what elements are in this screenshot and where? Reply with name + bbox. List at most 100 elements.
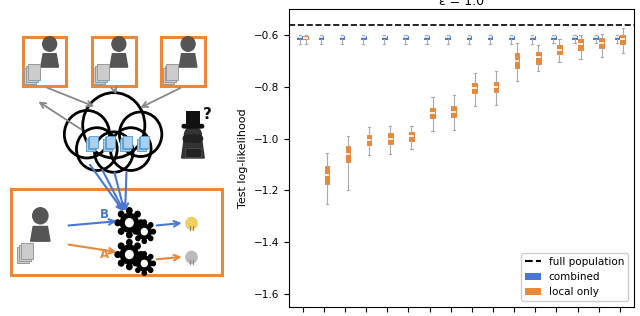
Circle shape — [43, 37, 56, 51]
Circle shape — [142, 252, 147, 256]
FancyBboxPatch shape — [166, 64, 179, 80]
Circle shape — [184, 126, 202, 144]
PathPatch shape — [346, 146, 350, 162]
Y-axis label: Test log-likelihood: Test log-likelihood — [237, 108, 248, 208]
Circle shape — [127, 264, 132, 270]
Circle shape — [142, 271, 147, 275]
Circle shape — [118, 243, 124, 249]
Circle shape — [142, 220, 147, 224]
PathPatch shape — [298, 36, 302, 40]
FancyBboxPatch shape — [105, 137, 113, 149]
PathPatch shape — [430, 108, 435, 118]
PathPatch shape — [578, 39, 583, 50]
PathPatch shape — [551, 36, 556, 40]
PathPatch shape — [367, 135, 371, 145]
PathPatch shape — [621, 35, 625, 44]
Polygon shape — [110, 54, 127, 67]
Circle shape — [83, 93, 145, 158]
PathPatch shape — [557, 45, 562, 54]
PathPatch shape — [424, 36, 429, 40]
FancyBboxPatch shape — [17, 247, 29, 264]
PathPatch shape — [593, 36, 598, 40]
FancyBboxPatch shape — [189, 223, 194, 230]
Polygon shape — [182, 142, 204, 158]
Circle shape — [148, 268, 153, 272]
FancyBboxPatch shape — [106, 136, 115, 148]
Text: B: B — [100, 208, 109, 221]
Circle shape — [115, 220, 120, 226]
FancyBboxPatch shape — [103, 139, 112, 150]
Circle shape — [133, 229, 138, 234]
Circle shape — [138, 220, 143, 226]
Circle shape — [136, 223, 140, 227]
Circle shape — [118, 228, 124, 234]
FancyBboxPatch shape — [123, 136, 132, 148]
Circle shape — [136, 236, 140, 240]
FancyBboxPatch shape — [93, 68, 105, 84]
Circle shape — [151, 261, 156, 266]
Circle shape — [125, 251, 133, 258]
Legend: full population, combined, local only: full population, combined, local only — [521, 252, 628, 301]
Circle shape — [77, 128, 117, 170]
FancyBboxPatch shape — [12, 189, 222, 275]
PathPatch shape — [319, 36, 323, 40]
PathPatch shape — [409, 132, 413, 141]
Circle shape — [65, 111, 109, 158]
FancyBboxPatch shape — [19, 245, 31, 261]
PathPatch shape — [388, 133, 392, 144]
PathPatch shape — [451, 106, 456, 117]
Circle shape — [142, 239, 147, 243]
Circle shape — [151, 229, 156, 234]
Circle shape — [148, 236, 153, 240]
Circle shape — [135, 228, 140, 234]
PathPatch shape — [488, 36, 492, 40]
PathPatch shape — [324, 166, 329, 184]
Polygon shape — [31, 227, 50, 241]
Title: Analysis performance using synthetic twins
ε = 1.0: Analysis performance using synthetic twi… — [325, 0, 597, 8]
FancyBboxPatch shape — [163, 68, 174, 84]
Circle shape — [127, 208, 132, 213]
Circle shape — [120, 245, 138, 264]
FancyBboxPatch shape — [186, 111, 200, 126]
Circle shape — [186, 251, 197, 263]
PathPatch shape — [467, 36, 471, 40]
Circle shape — [95, 132, 133, 172]
PathPatch shape — [340, 36, 344, 40]
Circle shape — [136, 268, 140, 272]
Circle shape — [148, 254, 153, 259]
Circle shape — [120, 112, 162, 156]
PathPatch shape — [382, 36, 387, 40]
PathPatch shape — [509, 36, 513, 40]
PathPatch shape — [614, 36, 620, 40]
PathPatch shape — [599, 38, 604, 48]
PathPatch shape — [403, 36, 408, 40]
Circle shape — [135, 211, 140, 217]
FancyBboxPatch shape — [92, 37, 136, 86]
Circle shape — [118, 260, 124, 266]
Circle shape — [120, 213, 138, 232]
FancyBboxPatch shape — [161, 37, 205, 86]
Circle shape — [135, 260, 140, 266]
FancyBboxPatch shape — [21, 243, 33, 259]
PathPatch shape — [445, 36, 450, 40]
FancyBboxPatch shape — [95, 66, 107, 82]
Circle shape — [141, 228, 147, 235]
FancyBboxPatch shape — [86, 139, 95, 150]
PathPatch shape — [530, 36, 534, 40]
PathPatch shape — [536, 52, 541, 64]
Circle shape — [148, 223, 153, 227]
PathPatch shape — [472, 83, 477, 94]
Polygon shape — [41, 54, 58, 67]
Circle shape — [137, 224, 152, 239]
FancyBboxPatch shape — [185, 148, 201, 156]
FancyBboxPatch shape — [189, 257, 194, 264]
FancyBboxPatch shape — [164, 66, 177, 82]
Text: ?: ? — [203, 107, 212, 122]
FancyBboxPatch shape — [140, 136, 148, 148]
Circle shape — [186, 217, 197, 229]
Circle shape — [133, 261, 138, 266]
FancyBboxPatch shape — [97, 64, 109, 80]
Circle shape — [33, 208, 48, 224]
Circle shape — [125, 219, 133, 227]
Circle shape — [138, 252, 143, 258]
